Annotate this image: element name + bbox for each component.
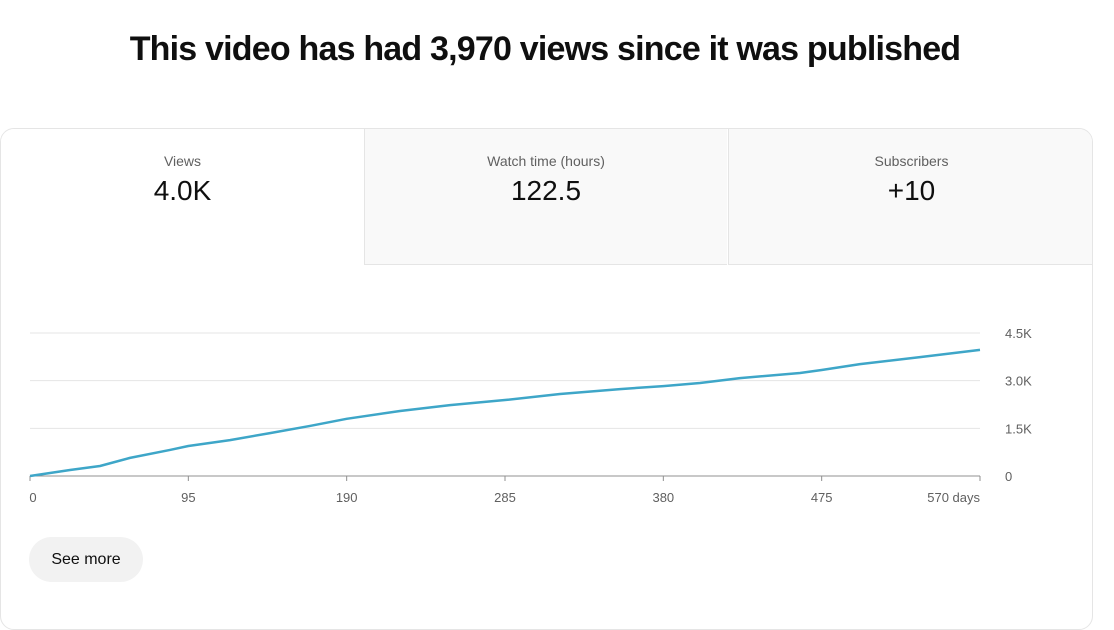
x-tick-label: 0 bbox=[29, 490, 36, 505]
tab-label: Subscribers bbox=[874, 153, 949, 169]
tab[interactable]: Subscribers +10 bbox=[728, 129, 1092, 265]
x-tick-label: 475 bbox=[811, 490, 833, 505]
chart: 0 1.5K 3.0K 4.5K 0 95 190 285 380 475 570 days bbox=[29, 326, 1032, 505]
analytics-card: Views 4.0K Watch time (hours) 122.5 Subs… bbox=[0, 128, 1093, 630]
tab-value: +10 bbox=[887, 175, 936, 206]
y-tick-label: 4.5K bbox=[1005, 326, 1032, 341]
x-tick-label: 570 days bbox=[927, 490, 980, 505]
y-tick-label: 1.5K bbox=[1005, 421, 1032, 436]
x-tick-label: 285 bbox=[494, 490, 516, 505]
tab-value: 122.5 bbox=[510, 175, 582, 206]
x-tick-label: 190 bbox=[336, 490, 358, 505]
x-tick-label: 95 bbox=[181, 490, 195, 505]
page: This video has had 3,970 views since it … bbox=[0, 30, 1093, 630]
x-tick-label: 380 bbox=[652, 490, 674, 505]
y-tick-label: 0 bbox=[1005, 469, 1012, 484]
tab-label: Watch time (hours) bbox=[487, 153, 605, 169]
y-tick-label: 3.0K bbox=[1005, 374, 1032, 389]
tab[interactable]: Watch time (hours) 122.5 bbox=[364, 129, 727, 265]
data-line bbox=[29, 348, 981, 478]
tab-value: 4.0K bbox=[153, 175, 212, 206]
tab-label: Views bbox=[163, 153, 202, 169]
page-title: This video has had 3,970 views since it … bbox=[129, 30, 961, 68]
see-more-button[interactable]: See more bbox=[29, 537, 143, 582]
tab[interactable]: Views 4.0K bbox=[1, 129, 364, 265]
